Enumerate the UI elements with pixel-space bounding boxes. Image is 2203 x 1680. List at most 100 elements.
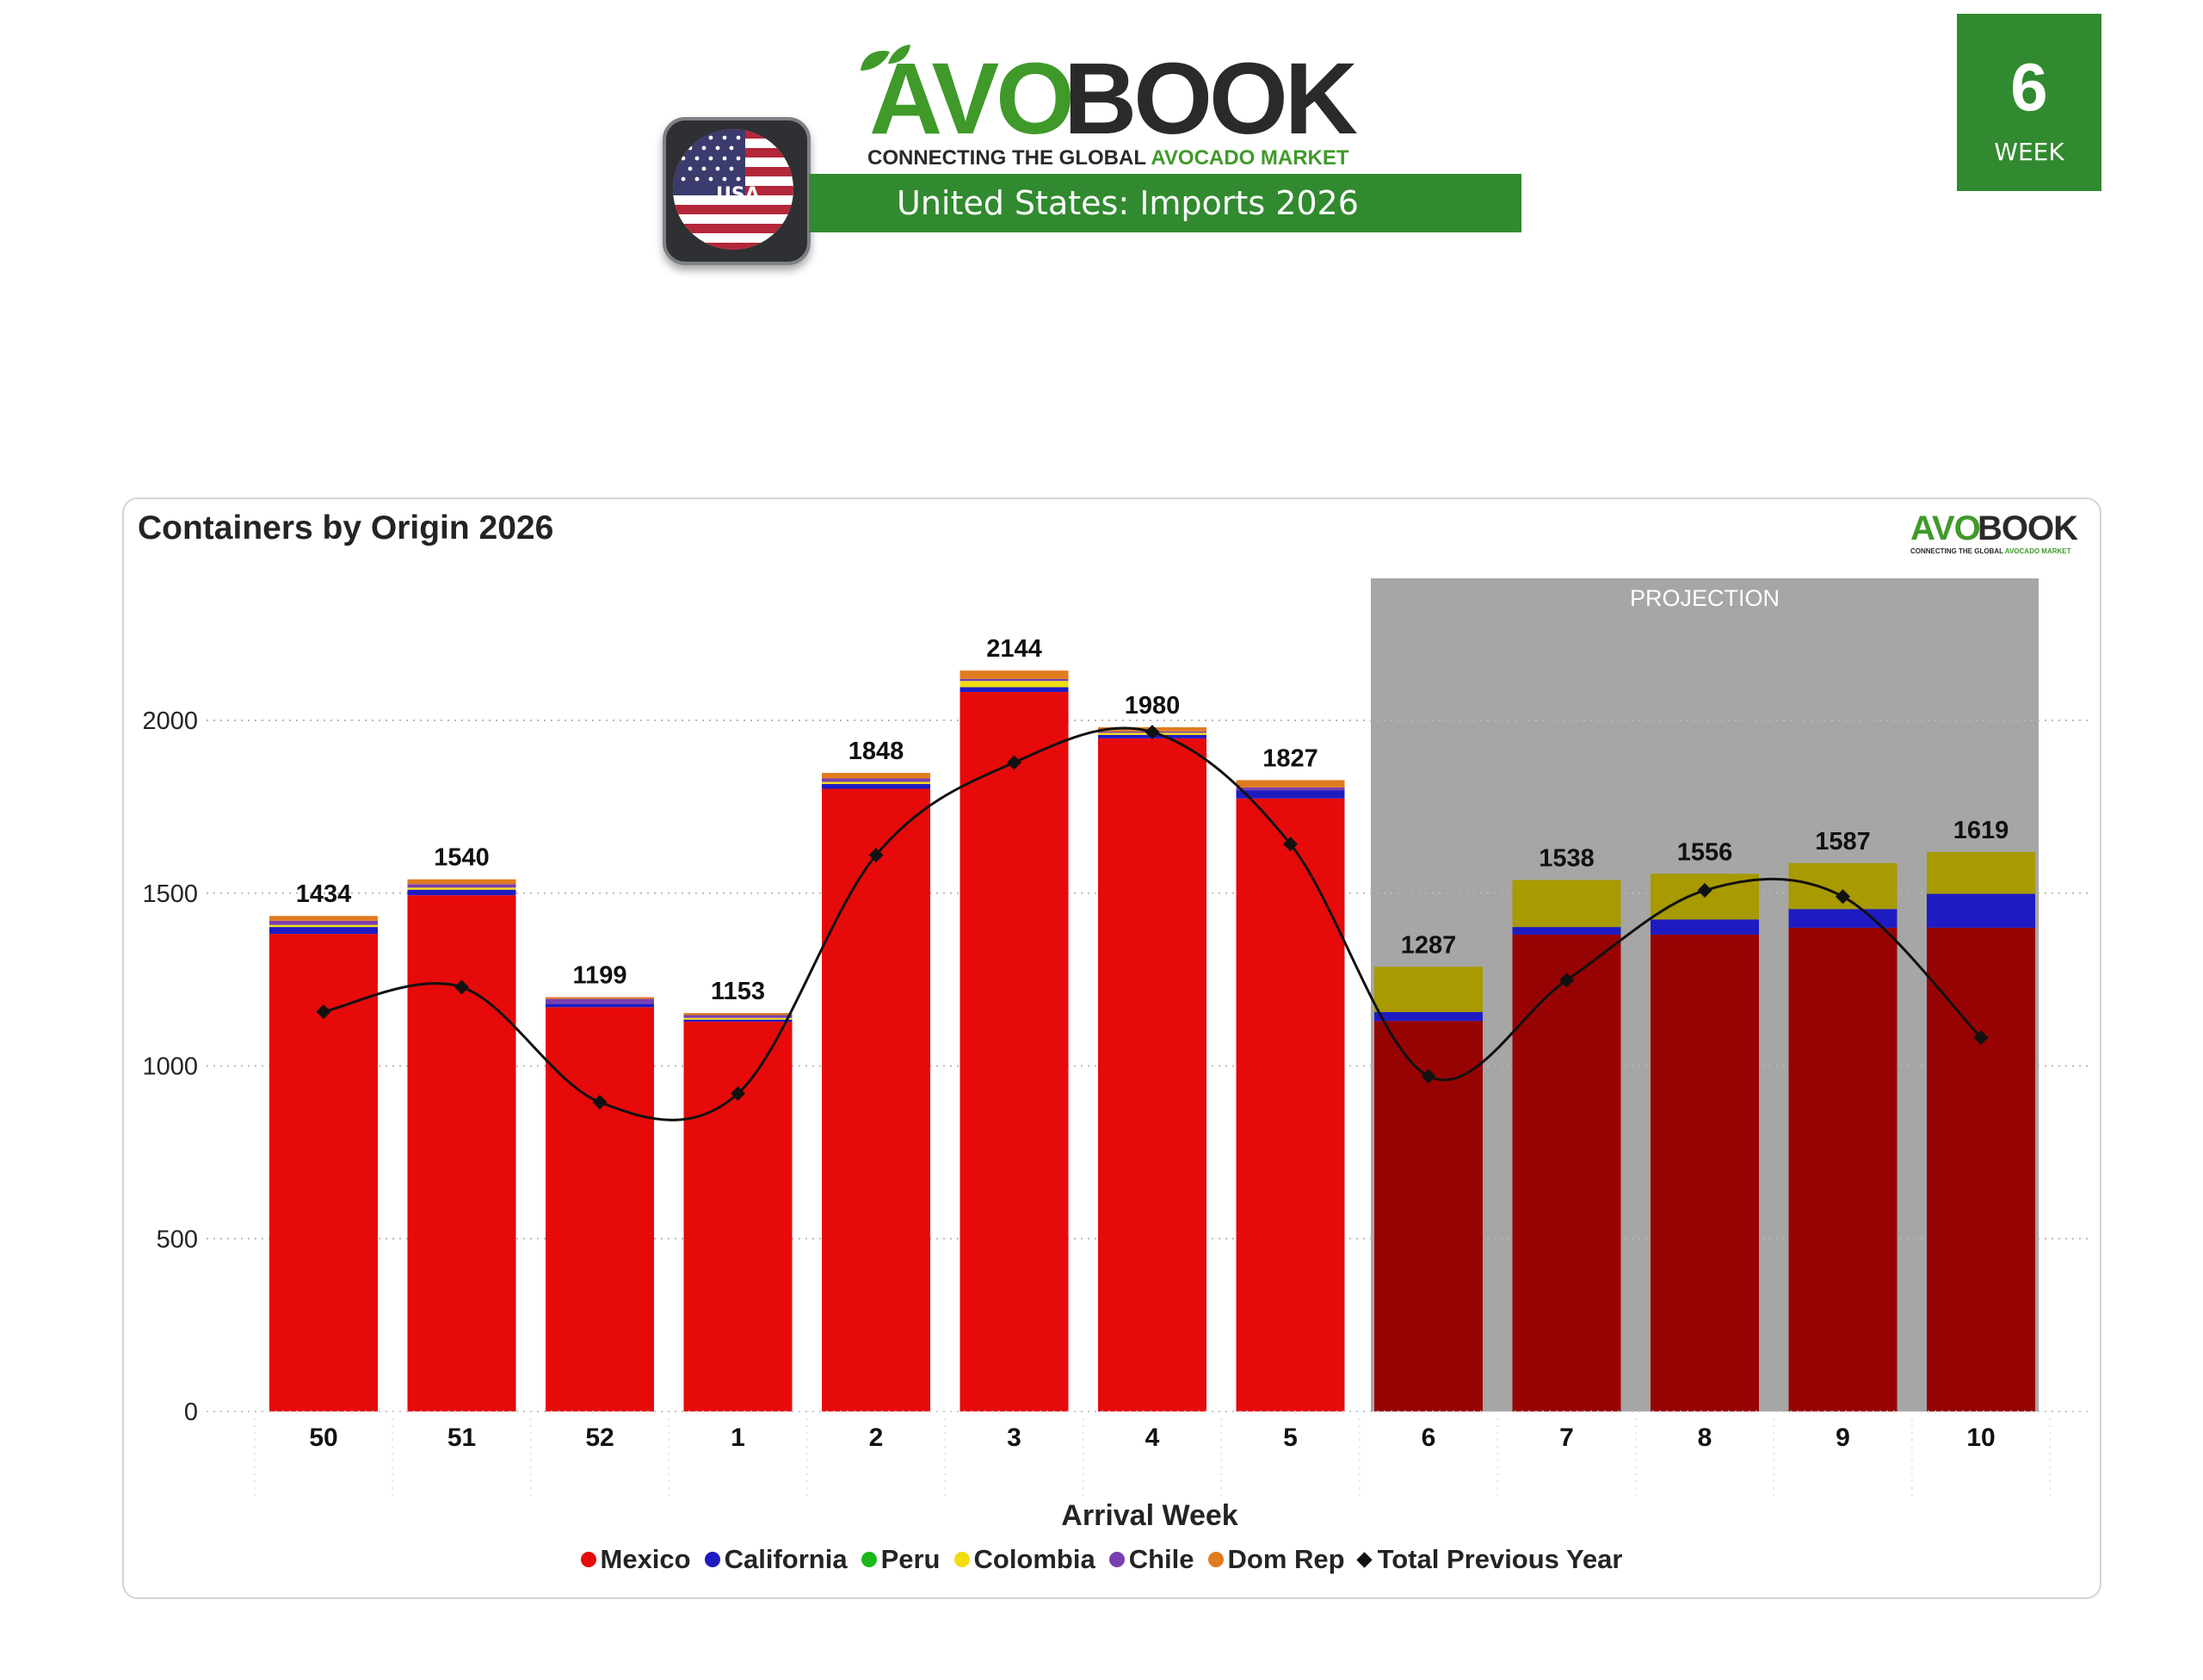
bar-total-label: 1619 [1953,817,2009,844]
chart-title: Containers by Origin 2026 [138,510,554,547]
bar-segment-california [1512,927,1621,935]
bar-segment-chile [1236,787,1345,791]
legend-diamond-icon [1355,1551,1373,1568]
avobook-logo: AVO BOOK CONNECTING THE GLOBAL AVOCADO M… [843,43,1377,172]
title-rest: : Imports 2026 [1118,184,1359,222]
bar-segment-california [546,1004,654,1008]
bar-segment-mexico [1236,798,1345,1411]
legend-label: Chile [1128,1544,1194,1574]
x-tick-label: 5 [1283,1424,1298,1452]
bar-total-label: 1538 [1539,844,1595,872]
x-tick-label: 4 [1145,1424,1160,1452]
logo-book-text: BOOK [1064,42,1358,156]
chart-legend: Mexico California Peru Colombia Chile Dom Rep… [0,1544,2203,1575]
bar-total-label: 1153 [711,978,765,1005]
mini-logo-avo: AVO [1910,510,1981,547]
legend-label: Peru [880,1544,941,1574]
x-tick-label: 51 [447,1424,476,1452]
week-indicator: 6 WEEK [1957,14,2101,191]
y-tick-label: 0 [184,1399,198,1426]
previous-year-marker [1421,1069,1436,1084]
report-header: USA AVO BOOK CONNECTING THE GLOBAL AVOCA… [0,0,2203,310]
x-tick-label: 6 [1422,1424,1436,1452]
x-tick-label: 2 [869,1424,884,1452]
bar-segment-chile [269,920,378,925]
bar-segment-dom-rep [822,773,930,779]
bar-segment-colombia [1512,880,1621,928]
mini-tagline-prefix: CONNECTING THE GLOBAL [1910,547,2005,555]
legend-item-peru: Peru [861,1544,941,1575]
bar-segment-california [407,889,516,896]
bar-segment-colombia [1927,851,2035,894]
bar-segment-mexico [1927,927,2035,1411]
bar-segment-colombia [822,781,930,784]
previous-year-marker [592,1095,608,1110]
leaf-icon [861,45,910,71]
bar-segment-mexico [546,1007,654,1411]
legend-item-colombia: Colombia [953,1544,1095,1575]
bar-segment-chile [407,884,516,888]
legend-color-dot [861,1552,877,1567]
week-number: 6 [2010,49,2048,125]
bar-segment-mexico [822,788,930,1411]
bar-segment-california [1236,790,1345,799]
bar-segment-california [822,783,930,789]
bar-segment-colombia [407,887,516,890]
x-tick-label: 10 [1966,1424,1995,1452]
bar-segment-dom-rep [1236,780,1345,788]
x-tick-label: 7 [1559,1424,1574,1452]
bar-segment-mexico [1374,1021,1483,1411]
bar-segment-mexico [1651,934,1759,1411]
y-tick-label: 2000 [142,707,198,735]
bar-segment-mexico [1512,934,1621,1411]
bar-segment-california [683,1019,793,1022]
previous-year-marker [1283,837,1298,852]
bar-segment-colombia [269,924,378,928]
bar-segment-mexico [1788,927,1898,1411]
bar-total-label: 1434 [296,880,352,908]
x-tick-label: 1 [731,1424,745,1452]
mini-logo-tagline: CONNECTING THE GLOBAL AVOCADO MARKET [1910,547,2071,555]
projection-label: PROJECTION [1630,585,1780,611]
tagline-highlight: AVOCADO MARKET [1151,146,1349,170]
title-country: United States [897,184,1119,222]
bar-total-label: 2144 [986,635,1042,663]
y-tick-label: 500 [157,1226,198,1253]
bar-segment-dom-rep [546,997,654,999]
bar-total-label: 1287 [1401,931,1457,959]
legend-color-dot [953,1552,970,1567]
bar-segment-chile [546,998,654,1004]
legend-color-dot [1207,1552,1224,1567]
bar-segment-california [960,687,1069,693]
usa-flag-badge: USA [663,117,811,265]
legend-color-dot [580,1552,596,1567]
legend-color-dot [704,1552,720,1567]
bar-segment-mexico [1098,738,1206,1411]
x-tick-label: 8 [1698,1424,1712,1452]
x-tick-label: 3 [1007,1424,1021,1452]
legend-item-dom-rep: Dom Rep [1207,1544,1345,1575]
logo-avo-text: AVO [869,42,1075,156]
tagline-prefix: CONNECTING THE GLOBAL [867,146,1151,170]
previous-year-marker [1145,725,1160,740]
legend-label: Mexico [600,1544,691,1574]
legend-item-chile: Chile [1108,1544,1194,1575]
previous-year-marker [1836,889,1850,905]
bar-segment-mexico [960,692,1069,1411]
bar-segment-california [1927,893,2035,928]
previous-year-marker [1697,883,1712,899]
bar-total-label: 1827 [1262,744,1318,772]
previous-year-marker [1973,1030,1989,1046]
usa-label: USA [716,184,760,206]
bar-segment-colombia [683,1017,793,1020]
legend-item-california: California [704,1544,848,1575]
previous-year-marker [1007,755,1021,770]
y-tick-label: 1500 [142,880,198,908]
legend-label: Dom Rep [1227,1544,1345,1574]
legend-item-mexico: Mexico [580,1544,691,1575]
usa-flag-icon [673,129,793,250]
bar-segment-mexico [683,1022,793,1411]
mini-tagline-highlight: AVOCADO MARKET [2004,547,2071,555]
bar-total-label: 1199 [573,962,627,990]
bar-segment-chile [683,1015,793,1018]
